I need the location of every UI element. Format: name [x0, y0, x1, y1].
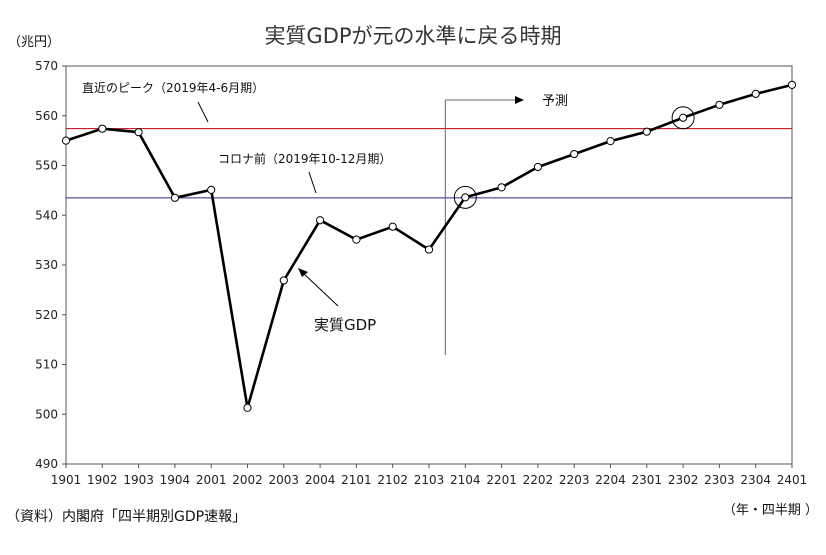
forecast-label: 予測 — [542, 94, 568, 109]
data-point — [388, 222, 397, 231]
forecast-arrowhead — [515, 96, 524, 104]
source-note: （資料）内閣府「四半期別GDP速報」 — [6, 509, 246, 525]
data-point — [424, 245, 434, 254]
x-axis-unit-label: （年・四半期 ） — [723, 503, 818, 518]
series-gdp — [61, 80, 797, 412]
x-tick-label: 2204 — [595, 473, 626, 487]
reference-line-label: コロナ前（2019年10-12月期） — [218, 151, 391, 166]
x-tick-label: 1901 — [51, 473, 82, 487]
x-tick-label: 2201 — [486, 473, 517, 487]
x-tick-label: 2101 — [341, 473, 372, 487]
data-point — [642, 127, 651, 136]
data-point — [98, 124, 107, 133]
data-point — [606, 137, 615, 146]
y-tick-label: 570 — [35, 59, 58, 73]
chart-title: 実質GDPが元の水準に戻る時期 — [264, 24, 561, 48]
series-callout-arrow — [301, 271, 339, 307]
x-tick-label: 2002 — [232, 473, 263, 487]
x-tick-label: 2301 — [632, 473, 663, 487]
y-axis: 490 500 510 520 530 540 550 560 570 — [35, 59, 66, 471]
x-tick-label: 1904 — [160, 473, 191, 487]
x-tick-label: 2202 — [523, 473, 554, 487]
x-tick-label: 2001 — [196, 473, 227, 487]
series-label-gdp: 実質GDP — [314, 316, 376, 334]
x-tick-label: 1903 — [123, 473, 154, 487]
data-point — [352, 235, 361, 244]
data-point — [316, 216, 325, 225]
data-point — [679, 113, 688, 122]
reference-lines: 直近のピーク（2019年4-6月期） コロナ前（2019年10-12月期） — [66, 81, 792, 199]
y-tick-label: 550 — [35, 159, 58, 173]
data-point — [461, 193, 470, 202]
highlight-circle — [671, 106, 695, 130]
reference-line-label: 直近のピーク（2019年4-6月期） — [82, 81, 264, 95]
data-point — [243, 403, 252, 412]
data-point — [497, 183, 506, 192]
data-point — [715, 100, 724, 109]
x-tick-label: 2304 — [740, 473, 771, 487]
x-tick-label: 2203 — [559, 473, 590, 487]
y-axis-unit-label: （兆円） — [8, 35, 60, 50]
data-point — [787, 80, 797, 90]
x-tick-label: 2003 — [269, 473, 300, 487]
highlight-circle — [453, 185, 477, 209]
data-point — [533, 162, 543, 172]
x-tick-label: 2004 — [305, 473, 336, 487]
data-point — [751, 89, 760, 98]
x-tick-label: 2102 — [377, 473, 408, 487]
y-tick-label: 520 — [35, 308, 58, 322]
y-tick-label: 490 — [35, 457, 58, 471]
x-tick-label: 2104 — [450, 473, 481, 487]
y-tick-label: 560 — [35, 109, 58, 123]
data-point — [207, 185, 216, 194]
y-tick-label: 530 — [35, 258, 58, 272]
data-point — [61, 136, 71, 145]
series-callout: 実質GDP — [298, 268, 376, 334]
y-tick-label: 510 — [35, 358, 58, 372]
y-tick-label: 540 — [35, 208, 58, 222]
data-point — [570, 149, 579, 159]
x-tick-label: 2302 — [668, 473, 699, 487]
x-tick-label: 2303 — [704, 473, 735, 487]
data-point — [170, 193, 179, 202]
x-tick-label: 2401 — [777, 473, 808, 487]
highlight-markers — [453, 106, 695, 209]
reference-annotation-leader — [308, 171, 317, 194]
data-point — [279, 276, 288, 285]
x-tick-label: 1902 — [87, 473, 118, 487]
x-axis: 1901 1902 1903 1904 2001 2002 2003 2004 2101 2102… — [51, 464, 808, 487]
data-point — [134, 128, 143, 137]
reference-annotation-leader — [197, 101, 209, 123]
y-tick-label: 500 — [35, 407, 58, 421]
plot-area — [65, 65, 793, 465]
x-tick-label: 2103 — [414, 473, 445, 487]
series-callout-arrowhead — [298, 268, 308, 277]
